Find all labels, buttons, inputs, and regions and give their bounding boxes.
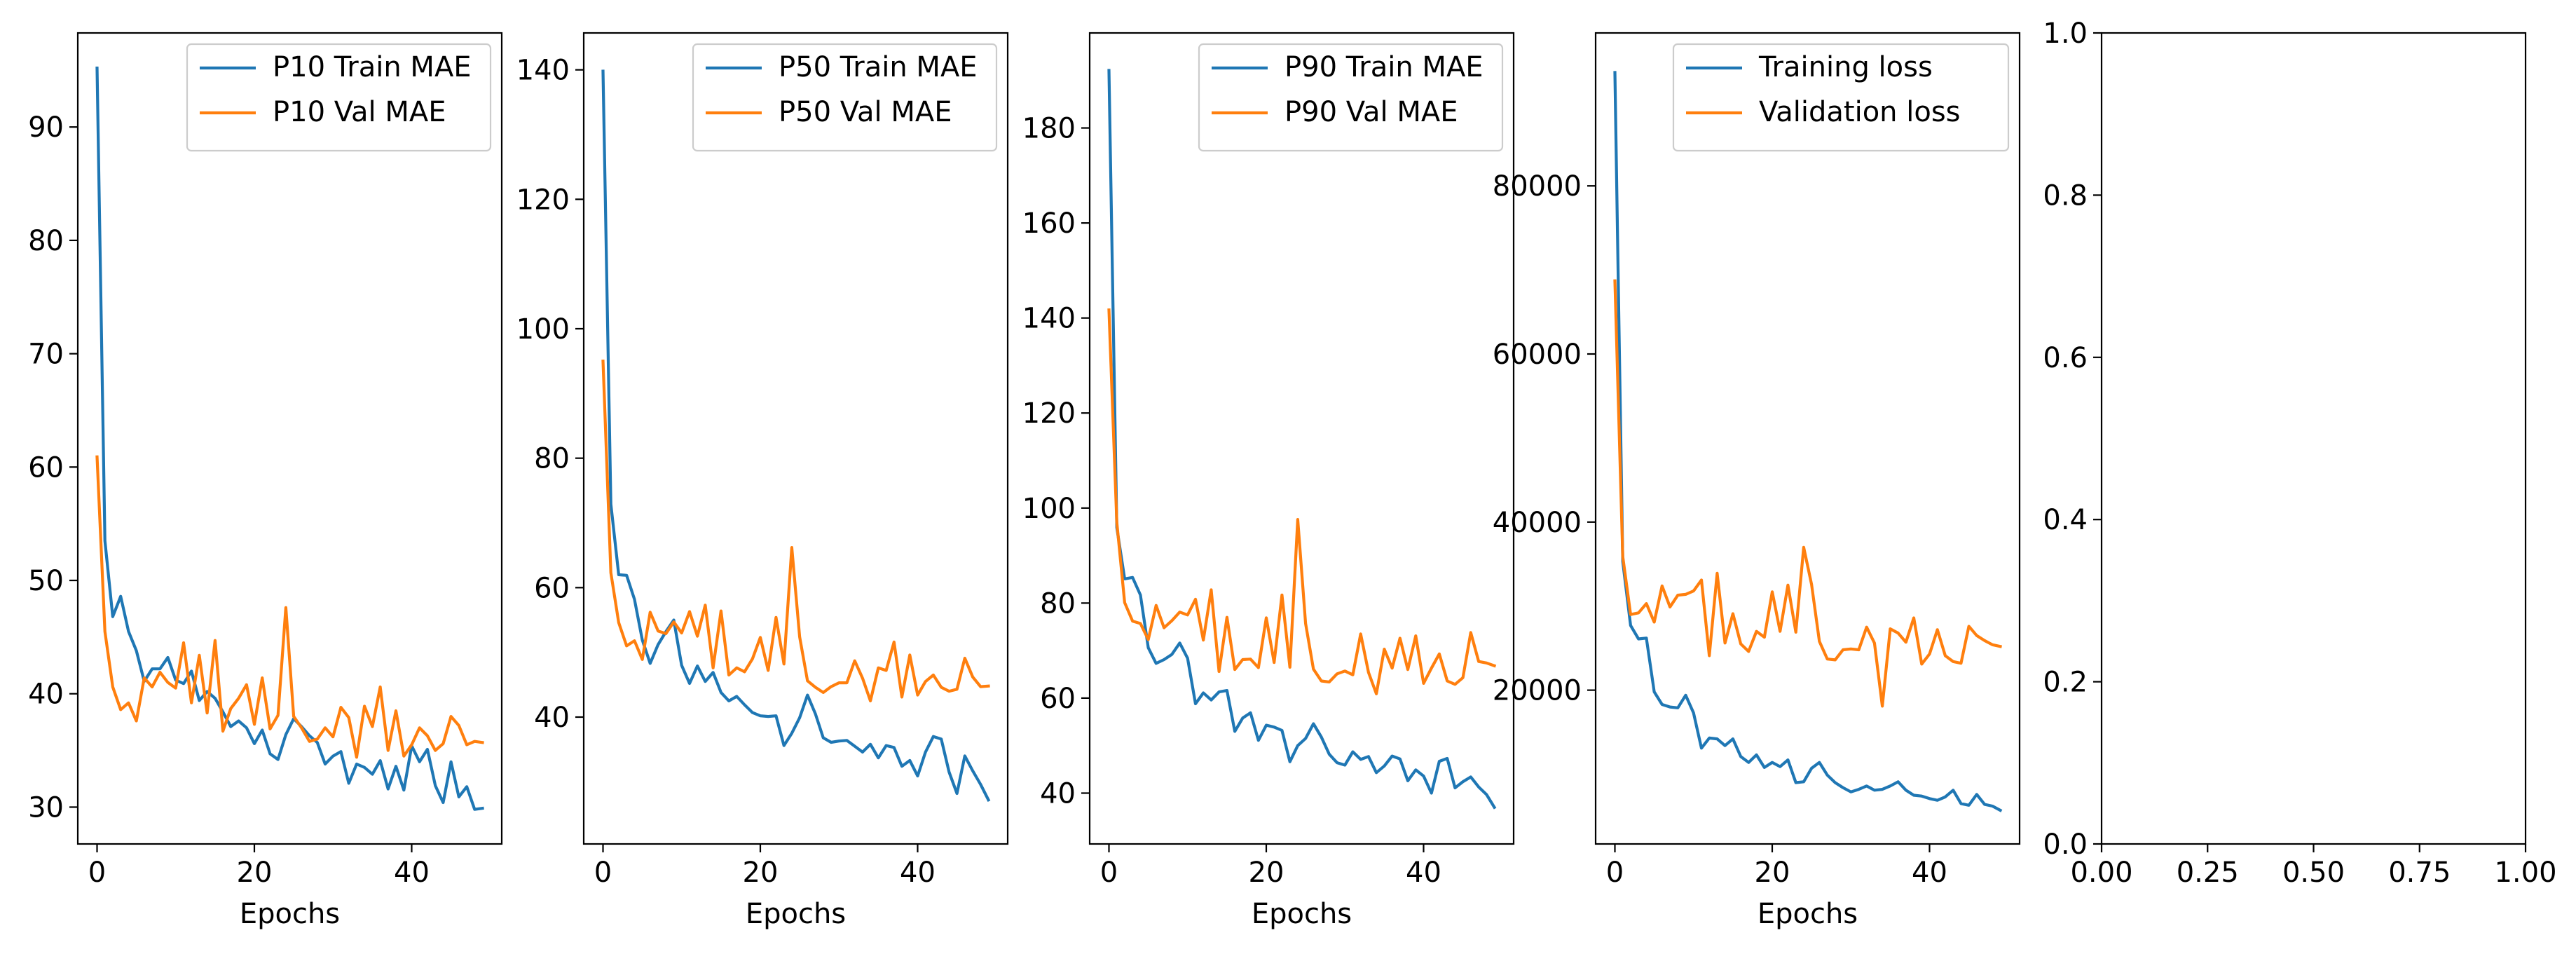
x-tick-label: 40 [394, 857, 430, 889]
y-tick-label: 1.0 [2043, 18, 2088, 50]
x-tick-label: 0.25 [2177, 857, 2239, 889]
y-tick-label: 100 [1022, 493, 1076, 525]
x-axis-label: Epochs [746, 898, 846, 930]
series-line-2 [1613, 279, 2002, 708]
legend-label: Training loss [1758, 51, 1933, 83]
x-tick-label: 20 [1755, 857, 1790, 889]
y-tick-label: 80 [534, 443, 570, 475]
x-tick-label: 40 [1912, 857, 1947, 889]
y-tick-label: 20000 [1493, 675, 1582, 707]
x-tick-label: 40 [1406, 857, 1441, 889]
series-line-2 [601, 360, 990, 703]
y-tick-label: 60 [1040, 683, 1076, 715]
legend-label: P90 Train MAE [1284, 51, 1484, 83]
y-tick-label: 30 [28, 791, 64, 824]
plot-frame [582, 32, 1009, 845]
legend-label: P10 Train MAE [273, 51, 472, 83]
y-tick-label: 50 [28, 565, 64, 597]
y-tick-label: 0.8 [2043, 179, 2088, 212]
series-line-2 [95, 455, 484, 759]
y-tick-label: 0.2 [2043, 667, 2088, 699]
y-tick-label: 90 [28, 111, 64, 144]
y-tick-label: 80 [28, 225, 64, 257]
y-tick-label: 60 [28, 451, 64, 484]
legend-frame [186, 43, 492, 152]
plot-frame [76, 32, 503, 845]
y-tick-label: 60 [534, 572, 570, 604]
series-line-1 [1107, 69, 1497, 810]
legend-label: P50 Train MAE [779, 51, 978, 83]
y-tick-label: 0.6 [2043, 342, 2088, 374]
y-tick-label: 40 [534, 702, 570, 734]
legend-label: P10 Val MAE [273, 96, 446, 128]
x-tick-label: 0 [88, 857, 106, 889]
x-tick-label: 0 [1606, 857, 1624, 889]
y-tick-label: 120 [1022, 397, 1076, 430]
y-tick-label: 70 [28, 339, 64, 371]
legend-frame [1198, 43, 1504, 152]
y-tick-label: 80 [1040, 587, 1076, 620]
plot-frame [1088, 32, 1515, 845]
y-tick-label: 40 [28, 679, 64, 711]
series-line-1 [601, 69, 991, 803]
x-axis-label: Epochs [1252, 898, 1352, 930]
series-line-2 [1107, 308, 1497, 695]
y-tick-label: 120 [516, 184, 570, 216]
series-line-1 [1613, 71, 2003, 812]
y-tick-label: 40 [1040, 777, 1076, 810]
x-tick-label: 1.00 [2494, 857, 2556, 889]
x-tick-label: 40 [900, 857, 936, 889]
subplot-5: 0.00 0.25 0.50 0.75 1.00 0.0 0.2 0.4 0.6 0.8 1.0 [2043, 18, 2556, 889]
x-axis-label: Epochs [1758, 898, 1858, 930]
y-tick-label: 100 [516, 313, 570, 346]
y-tick-label: 80000 [1493, 170, 1582, 203]
x-tick-label: 20 [237, 857, 273, 889]
subplot-4: 0 20 40 20000 40000 60000 80000 Epochs Training … [1493, 32, 2021, 930]
x-tick-label: 0.75 [2388, 857, 2451, 889]
y-tick-label: 0.0 [2043, 829, 2088, 861]
y-tick-label: 0.4 [2043, 504, 2088, 536]
legend-label: P90 Val MAE [1284, 96, 1458, 128]
y-tick-label: 160 [1022, 207, 1076, 240]
x-axis-label: Epochs [240, 898, 340, 930]
plot-frame [2100, 32, 2527, 845]
x-tick-label: 0 [594, 857, 612, 889]
y-tick-label: 40000 [1493, 507, 1582, 539]
legend: P50 Train MAE P50 Val MAE [692, 43, 998, 152]
y-tick-label: 60000 [1493, 339, 1582, 371]
y-tick-label: 140 [1022, 303, 1076, 335]
legend-label: Validation loss [1759, 96, 1961, 128]
x-tick-label: 0 [1100, 857, 1118, 889]
series-line-1 [95, 66, 484, 811]
legend-frame [1672, 43, 2010, 152]
x-tick-label: 20 [743, 857, 779, 889]
legend: P10 Train MAE P10 Val MAE [186, 43, 492, 152]
legend-frame [692, 43, 998, 152]
legend: P90 Train MAE P90 Val MAE [1198, 43, 1504, 152]
x-tick-label: 20 [1249, 857, 1284, 889]
legend: Training loss Validation loss [1672, 43, 2010, 152]
x-tick-label: 0.50 [2282, 857, 2345, 889]
plot-frame [1594, 32, 2021, 845]
legend-label: P50 Val MAE [779, 96, 952, 128]
subplot-3: 0 20 40 40 60 80 100 120 140 160 180 Epochs P90 Trai… [1022, 32, 1515, 930]
y-tick-label: 140 [516, 55, 570, 87]
y-tick-label: 180 [1022, 113, 1076, 145]
x-tick-label: 0.00 [2070, 857, 2132, 889]
